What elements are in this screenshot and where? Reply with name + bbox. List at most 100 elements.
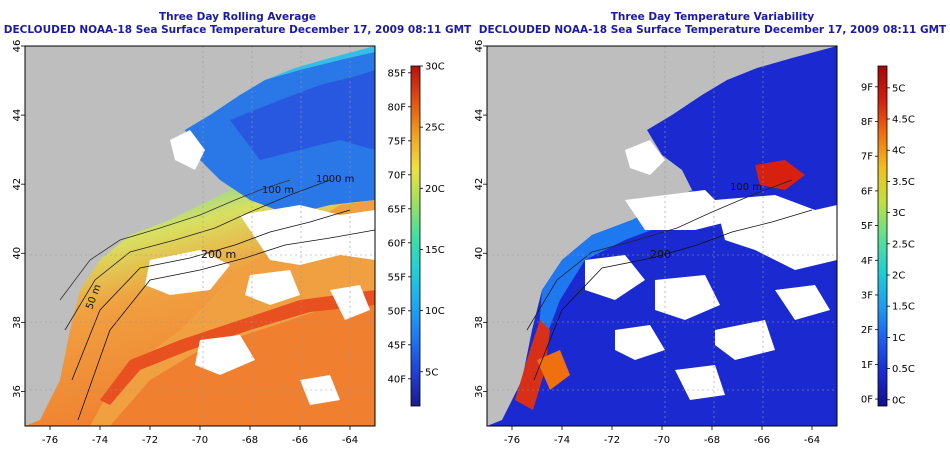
colorbar-c-tick-label: 3.5C — [892, 177, 915, 188]
colorbar-f-tick-label: 3F — [861, 290, 873, 301]
left-latitude-axis: 36 38 40 42 44 46 — [12, 40, 25, 398]
lon-tick-label: -72 — [604, 435, 620, 446]
lat-tick-label: 46 — [475, 40, 485, 53]
cloud-mask-r8 — [775, 285, 830, 320]
colorbar-f-tick-label: 55F — [388, 272, 407, 283]
left-colorbar — [410, 65, 421, 407]
lat-tick-label: 46 — [12, 40, 23, 53]
cloud-mask-4 — [195, 335, 255, 375]
cloud-mask-r3 — [585, 255, 645, 300]
right-map-svg: 200 100 m -76 -74 -72 -70 -68 -66 -64 36 38 40 42… — [475, 40, 915, 446]
colorbar-c-tick-label: 3C — [892, 208, 905, 219]
contour-100m — [64, 179, 331, 331]
colorbar-c-tick-label: 5C — [892, 83, 905, 94]
lon-tick-label: -70 — [654, 435, 670, 446]
right-colorbar-fahrenheit-ticks: 0F 1F 2F 3F 4F 5F 6F 7F 8F 9F — [861, 82, 878, 406]
lat-tick-label: 42 — [475, 178, 485, 191]
cloud-mask-r7 — [675, 365, 725, 400]
lon-tick-label: -64 — [804, 435, 820, 446]
colorbar-c-tick-label: 1C — [892, 333, 905, 344]
colorbar-c-tick-label: 1.5C — [892, 302, 915, 313]
colorbar-f-tick-label: 75F — [388, 136, 407, 147]
right-title: Three Day Temperature Variability — [610, 11, 815, 23]
lon-tick-label: -74 — [92, 435, 108, 446]
left-map-area — [25, 46, 375, 426]
colorbar-c-tick-label: 4C — [892, 146, 905, 157]
cloud-mask-r5 — [615, 325, 665, 360]
cloud-mask-r6 — [715, 320, 775, 360]
lat-tick-label: 42 — [12, 178, 23, 191]
right-map-panel: Three Day Temperature Variability DECLOU… — [475, 0, 950, 475]
colorbar-c-tick-label: 15C — [425, 245, 445, 256]
cloud-mask-r2 — [715, 195, 837, 270]
cloud-mask-1 — [240, 205, 375, 265]
lat-tick-label: 38 — [475, 316, 485, 329]
contour-200m — [71, 209, 351, 381]
colorbar-f-tick-label: 65F — [388, 204, 407, 215]
colorbar-c-tick-label: 0C — [892, 395, 905, 406]
lon-tick-label: -70 — [192, 435, 208, 446]
lat-tick-label: 36 — [12, 385, 23, 398]
lon-tick-label: -66 — [754, 435, 770, 446]
left-map-panel: Three Day Rolling Average DECLOUDED NOAA… — [3, 11, 472, 446]
colorbar-f-tick-label: 40F — [388, 374, 407, 385]
right-longitude-axis: -76 -74 -72 -70 -68 -66 -64 — [504, 426, 820, 446]
colorbar-c-tick-label: 5C — [425, 367, 438, 378]
colorbar-f-tick-label: 45F — [388, 340, 407, 351]
graticule — [25, 46, 375, 426]
right-latitude-axis: 36 38 40 42 44 46 — [475, 40, 487, 398]
colorbar-f-tick-label: 70F — [388, 170, 407, 181]
graticule-right — [487, 46, 837, 426]
colorbar-c-tick-label: 30C — [425, 62, 445, 73]
lon-tick-label: -68 — [704, 435, 720, 446]
contour-label-100m: 100 m — [262, 185, 294, 196]
cloud-mask-r1 — [625, 190, 735, 230]
colorbar-f-tick-label: 6F — [861, 186, 873, 197]
lon-tick-label: -66 — [292, 435, 308, 446]
colorbar-f-tick-label: 2F — [861, 325, 873, 336]
lat-tick-label: 40 — [12, 247, 23, 260]
colorbar-c-tick-label: 10C — [425, 306, 445, 317]
contour-label-1000m: 1000 m — [316, 174, 354, 185]
lon-tick-label: -74 — [554, 435, 570, 446]
cloud-mask-r4 — [655, 275, 720, 320]
colorbar-c-tick-label: 25C — [425, 123, 445, 134]
colorbar-f-tick-label: 85F — [388, 68, 407, 79]
colorbar-c-tick-label: 0.5C — [892, 364, 915, 375]
georges-bank-cool-water — [230, 70, 375, 160]
contour-label-100m-right: 100 m — [730, 182, 762, 193]
contour-50m — [59, 179, 291, 301]
colorbar-f-tick-label: 1F — [861, 360, 873, 371]
contour-label-200-right: 200 — [650, 248, 671, 261]
right-colorbar — [877, 65, 888, 407]
colorbar-c-tick-label: 4.5C — [892, 115, 915, 126]
high-variability-patch — [537, 350, 570, 390]
colorbar-c-tick-label: 2.5C — [892, 239, 915, 250]
cloud-mask-r9 — [625, 140, 665, 175]
contour-200m-right — [533, 209, 813, 381]
colorbar-f-tick-label: 7F — [861, 152, 873, 163]
colorbar-f-tick-label: 4F — [861, 256, 873, 267]
colorbar-c-tick-label: 20C — [425, 184, 445, 195]
contour-1000m — [77, 229, 375, 421]
left-colorbar-celsius-ticks: 5C 10C 15C 20C 25C 30C — [420, 62, 445, 378]
colorbar-f-tick-label: 60F — [388, 238, 407, 249]
lat-tick-label: 40 — [475, 247, 485, 260]
left-title: Three Day Rolling Average — [158, 11, 317, 23]
colorbar-f-tick-label: 5F — [861, 221, 873, 232]
colorbar-f-tick-label: 50F — [388, 306, 407, 317]
cloud-mask-5 — [170, 130, 205, 170]
lon-tick-label: -72 — [142, 435, 158, 446]
colorbar-c-tick-label: 2C — [892, 270, 905, 281]
colorbar-f-tick-label: 8F — [861, 117, 873, 128]
lon-tick-label: -68 — [242, 435, 258, 446]
left-map-svg: 200 m 50 m 100 m 1000 m -76 -74 -72 -70 -68-… — [12, 40, 445, 446]
left-subtitle: DECLOUDED NOAA-18 Sea Surface Temperatur… — [3, 24, 472, 36]
right-colorbar-celsius-ticks: 0C 0.5C 1C 1.5C 2C 2.5C 3C 3.5C 4C 4.5C 5C — [887, 83, 915, 406]
lon-tick-label: -76 — [504, 435, 520, 446]
lon-tick-label: -64 — [342, 435, 358, 446]
lat-tick-label: 44 — [475, 109, 485, 122]
contour-label-200m: 200 m — [201, 248, 236, 261]
left-longitude-axis: -76 -74 -72 -70 -68 -66 -64 — [42, 426, 358, 446]
cloud-mask-3 — [245, 270, 300, 305]
